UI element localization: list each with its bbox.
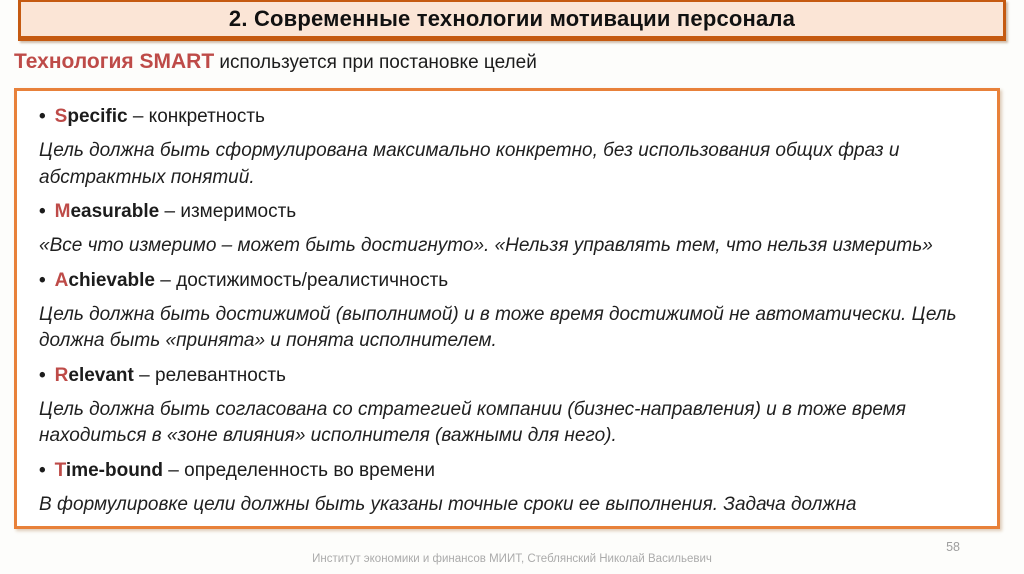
smart-term-definition: – релевантность [133, 364, 286, 386]
footer-credit: Институт экономики и финансов МИИТ, Стеб… [312, 553, 712, 565]
smart-term-line-achievable: Achievable – достижимость/реалистичность [39, 268, 975, 295]
smart-description-relevant: Цель должна быть согласована со стратеги… [39, 398, 906, 447]
smart-term-line-measurable: Measurable – измеримость [39, 199, 975, 226]
smart-box: Specific – конкретность Цель должна быть… [14, 88, 1000, 529]
smart-term-name: ime-bound [65, 460, 164, 482]
smart-term-definition: – достижимость/реалистичность [155, 269, 449, 291]
smart-term-letter: T [54, 460, 66, 482]
smart-term-name: easurable [70, 201, 160, 223]
smart-term-line-specific: Specific – конкретность [39, 104, 975, 131]
smart-term-letter: M [54, 201, 71, 223]
smart-term-letter: S [54, 106, 68, 127]
smart-term-definition: – определенность во времени [163, 460, 436, 482]
smart-term-name: pecific [67, 106, 128, 127]
slide-title-bar: 2. Современные технологии мотивации перс… [18, 0, 1006, 41]
smart-description-time-bound: В формулировке цели должны быть указаны … [39, 494, 857, 526]
slide-title: 2. Современные технологии мотивации перс… [228, 6, 796, 31]
subtitle: Технология SMART используется при постан… [14, 50, 537, 74]
smart-term-definition: – конкретность [127, 106, 265, 127]
subtitle-highlight: Технология SMART [14, 50, 215, 73]
smart-term-letter: A [54, 269, 69, 291]
smart-term-name: elevant [68, 364, 134, 386]
smart-term-name: chievable [68, 269, 155, 291]
smart-term-definition: – измеримость [159, 201, 297, 223]
smart-description-specific: Цель должна быть сформулирована максимал… [39, 139, 900, 188]
page-number: 58 [946, 540, 960, 554]
subtitle-rest: используется при постановке целей [214, 52, 537, 73]
smart-description-measurable: «Все что измеримо – может быть достигнут… [39, 235, 933, 257]
smart-term-letter: R [54, 364, 69, 386]
smart-term-line-time-bound: Time-bound – определенность во времени [39, 458, 975, 485]
smart-description-achievable: Цель должна быть достижимой (выполнимой)… [39, 303, 957, 352]
smart-term-line-relevant: Relevant – релевантность [39, 363, 975, 390]
